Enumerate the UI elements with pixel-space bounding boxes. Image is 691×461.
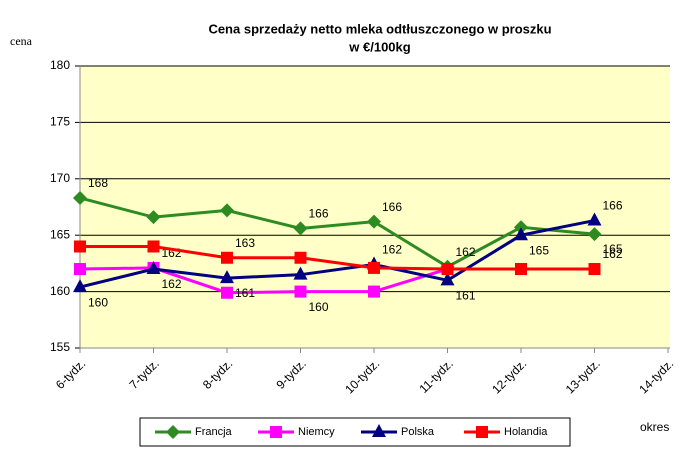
marker xyxy=(220,203,234,218)
marker xyxy=(514,227,528,241)
legend-label: Polska xyxy=(401,426,435,438)
data-label: 162 xyxy=(162,277,182,291)
marker xyxy=(146,261,161,275)
marker xyxy=(294,251,307,264)
marker xyxy=(147,240,160,253)
marker xyxy=(166,425,180,439)
data-label: 161 xyxy=(235,286,255,300)
plot-area xyxy=(80,66,670,348)
marker xyxy=(515,263,527,276)
marker xyxy=(293,266,308,280)
marker xyxy=(368,261,380,274)
legend-label: Francja xyxy=(195,426,233,438)
marker xyxy=(74,263,86,276)
marker xyxy=(73,279,87,293)
series-line xyxy=(80,244,595,271)
marker xyxy=(587,212,602,226)
data-label: 162 xyxy=(456,245,476,259)
marker xyxy=(368,285,380,298)
data-label: 161 xyxy=(456,288,476,302)
marker xyxy=(220,270,234,284)
marker xyxy=(221,286,233,299)
y-tick-label: 175 xyxy=(50,115,70,129)
marker xyxy=(440,272,455,286)
data-label: 162 xyxy=(382,243,402,257)
marker xyxy=(270,426,282,438)
y-tick-label: 180 xyxy=(50,58,70,72)
legend-label: Niemcy xyxy=(298,426,335,438)
y-axis-label: cena xyxy=(10,34,33,48)
data-label: 162 xyxy=(603,247,623,261)
marker xyxy=(588,263,601,276)
marker xyxy=(293,221,308,236)
chart-title: Cena sprzedaży netto mleka odtłuszczoneg… xyxy=(208,21,551,36)
marker xyxy=(476,426,488,438)
y-tick-label: 165 xyxy=(50,227,70,241)
marker xyxy=(146,210,161,225)
marker xyxy=(372,424,386,437)
marker xyxy=(74,240,86,253)
data-label: 163 xyxy=(235,236,255,250)
marker xyxy=(294,285,307,298)
data-label: 166 xyxy=(603,199,623,213)
y-tick-label: 170 xyxy=(50,171,70,185)
series-line xyxy=(79,219,595,289)
data-label: 160 xyxy=(309,300,329,314)
y-tick-label: 155 xyxy=(50,340,70,354)
marker xyxy=(587,227,602,242)
data-label: 168 xyxy=(88,176,108,190)
data-label: 165 xyxy=(529,243,549,257)
marker xyxy=(73,190,87,205)
series-line xyxy=(79,196,595,269)
x-axis-label: okres xyxy=(640,420,669,434)
chart-subtitle: w €/100kg xyxy=(348,39,410,54)
marker xyxy=(367,214,381,229)
data-label: 166 xyxy=(309,207,329,221)
y-tick-label: 160 xyxy=(50,284,70,298)
data-label: 160 xyxy=(88,295,108,309)
data-label: 166 xyxy=(382,200,402,214)
marker xyxy=(221,251,233,264)
data-label: 165 xyxy=(603,242,623,256)
legend-label: Holandia xyxy=(504,426,548,438)
marker xyxy=(441,263,454,276)
